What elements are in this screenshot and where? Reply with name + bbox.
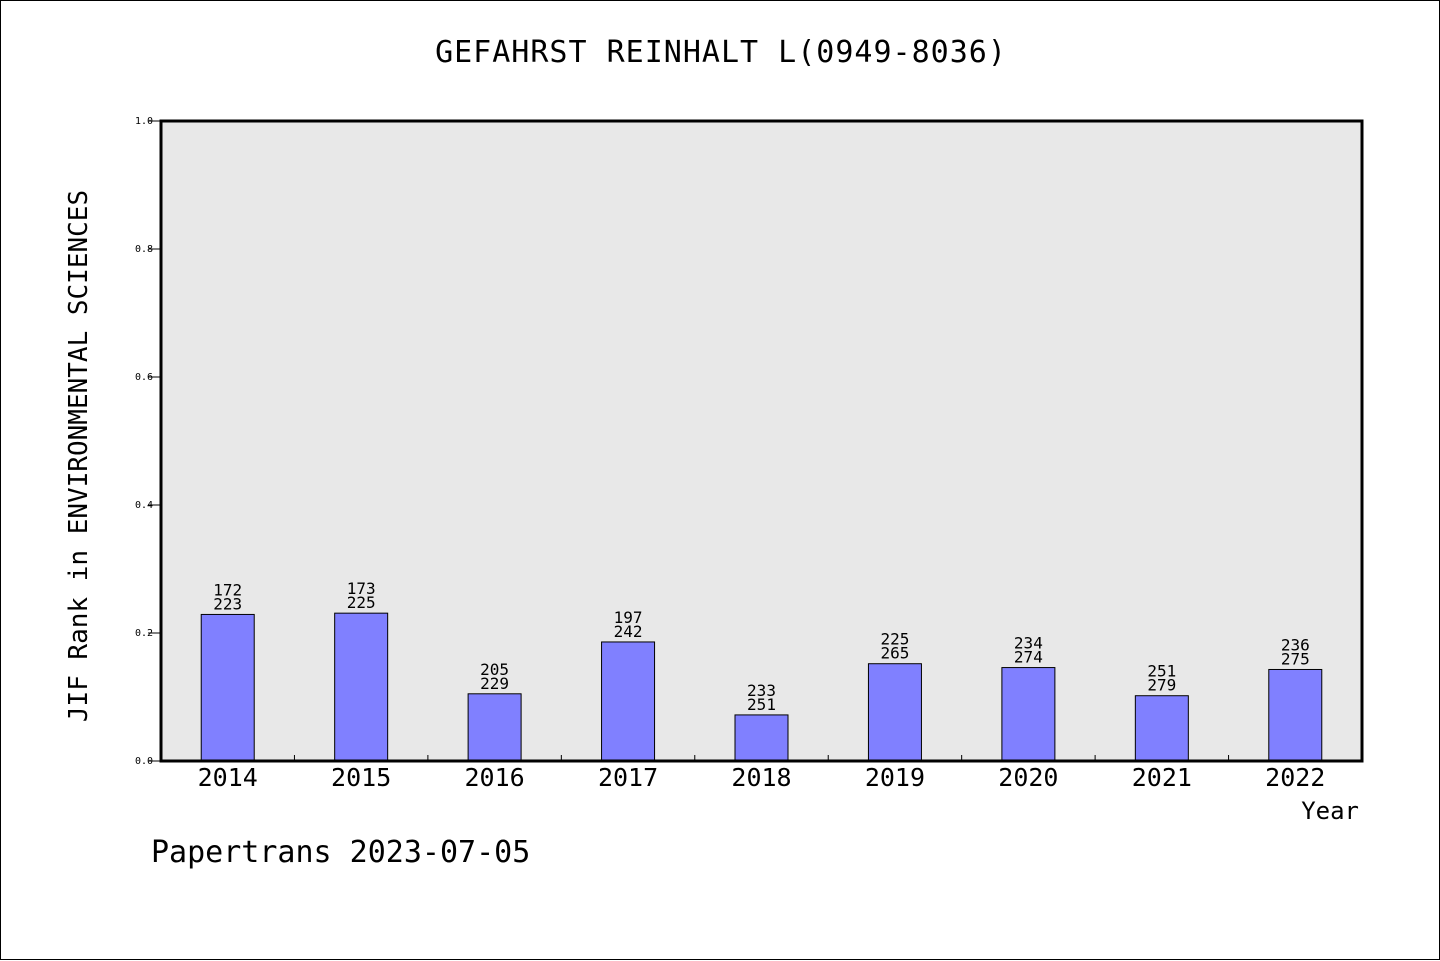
bar-rank-label: 234	[1014, 634, 1043, 653]
x-tick-label: 2018	[731, 763, 791, 792]
bar-rank-label: 233	[747, 681, 776, 700]
bar-2015	[334, 612, 389, 762]
x-tick-label: 2021	[1132, 763, 1192, 792]
y-axis: 0.0 0.2 0.4 0.6 0.8 1.0	[135, 116, 161, 767]
bar-2018	[734, 714, 789, 762]
footer-text: Papertrans 2023-07-05	[151, 835, 531, 870]
x-tick-label: 2017	[598, 763, 658, 792]
bar-rank-label: 205	[480, 660, 509, 679]
bar-2014	[200, 613, 255, 762]
y-tick-label: 0.4	[135, 500, 153, 511]
x-tick-label: 2020	[998, 763, 1058, 792]
x-tick-label: 2019	[865, 763, 925, 792]
bar-total-label: 229	[480, 674, 509, 693]
bar-total-label: 223	[213, 594, 242, 613]
y-tick-label: 0.2	[135, 628, 153, 639]
y-tick-label: 0.6	[135, 372, 153, 383]
bar-total-label: 275	[1281, 649, 1310, 668]
bar-2019	[867, 663, 922, 762]
bars-group	[200, 612, 1323, 762]
x-tick-label: 2016	[465, 763, 525, 792]
bar-labels-group: 1722231732252052291972422332512252652342…	[213, 579, 1309, 714]
bar-2020	[1001, 667, 1056, 762]
bar-total-label: 265	[880, 644, 909, 663]
y-tick-label: 0.8	[135, 244, 153, 255]
bar-rank-label: 197	[614, 608, 643, 627]
x-tick-label: 2014	[198, 763, 258, 792]
bar-rank-label: 236	[1281, 635, 1310, 654]
x-axis-label: Year	[1301, 797, 1359, 825]
bar-total-label: 225	[347, 593, 376, 612]
y-tick-label: 0.0	[135, 756, 153, 767]
bar-rank-label: 225	[880, 630, 909, 649]
bar-2022	[1268, 668, 1323, 762]
chart-title: GEFAHRST REINHALT L(0949-8036)	[435, 35, 1007, 70]
bar-total-label: 242	[614, 622, 643, 641]
bar-total-label: 274	[1014, 648, 1043, 667]
x-tick-label: 2015	[331, 763, 391, 792]
bar-2021	[1134, 695, 1189, 762]
bar-rank-label: 251	[1147, 662, 1176, 681]
bar-rank-label: 173	[347, 579, 376, 598]
bar-2016	[467, 693, 522, 762]
x-axis: 2014 2015 2016 2017 2018 2019 2020 2021 2022	[198, 755, 1325, 792]
bar-total-label: 279	[1147, 676, 1176, 695]
bar-rank-label: 172	[213, 580, 242, 599]
bar-total-label: 251	[747, 695, 776, 714]
plot-border	[159, 119, 1364, 763]
y-tick-label: 1.0	[135, 116, 153, 127]
x-tick-label: 2022	[1265, 763, 1325, 792]
bar-2017	[601, 641, 656, 762]
